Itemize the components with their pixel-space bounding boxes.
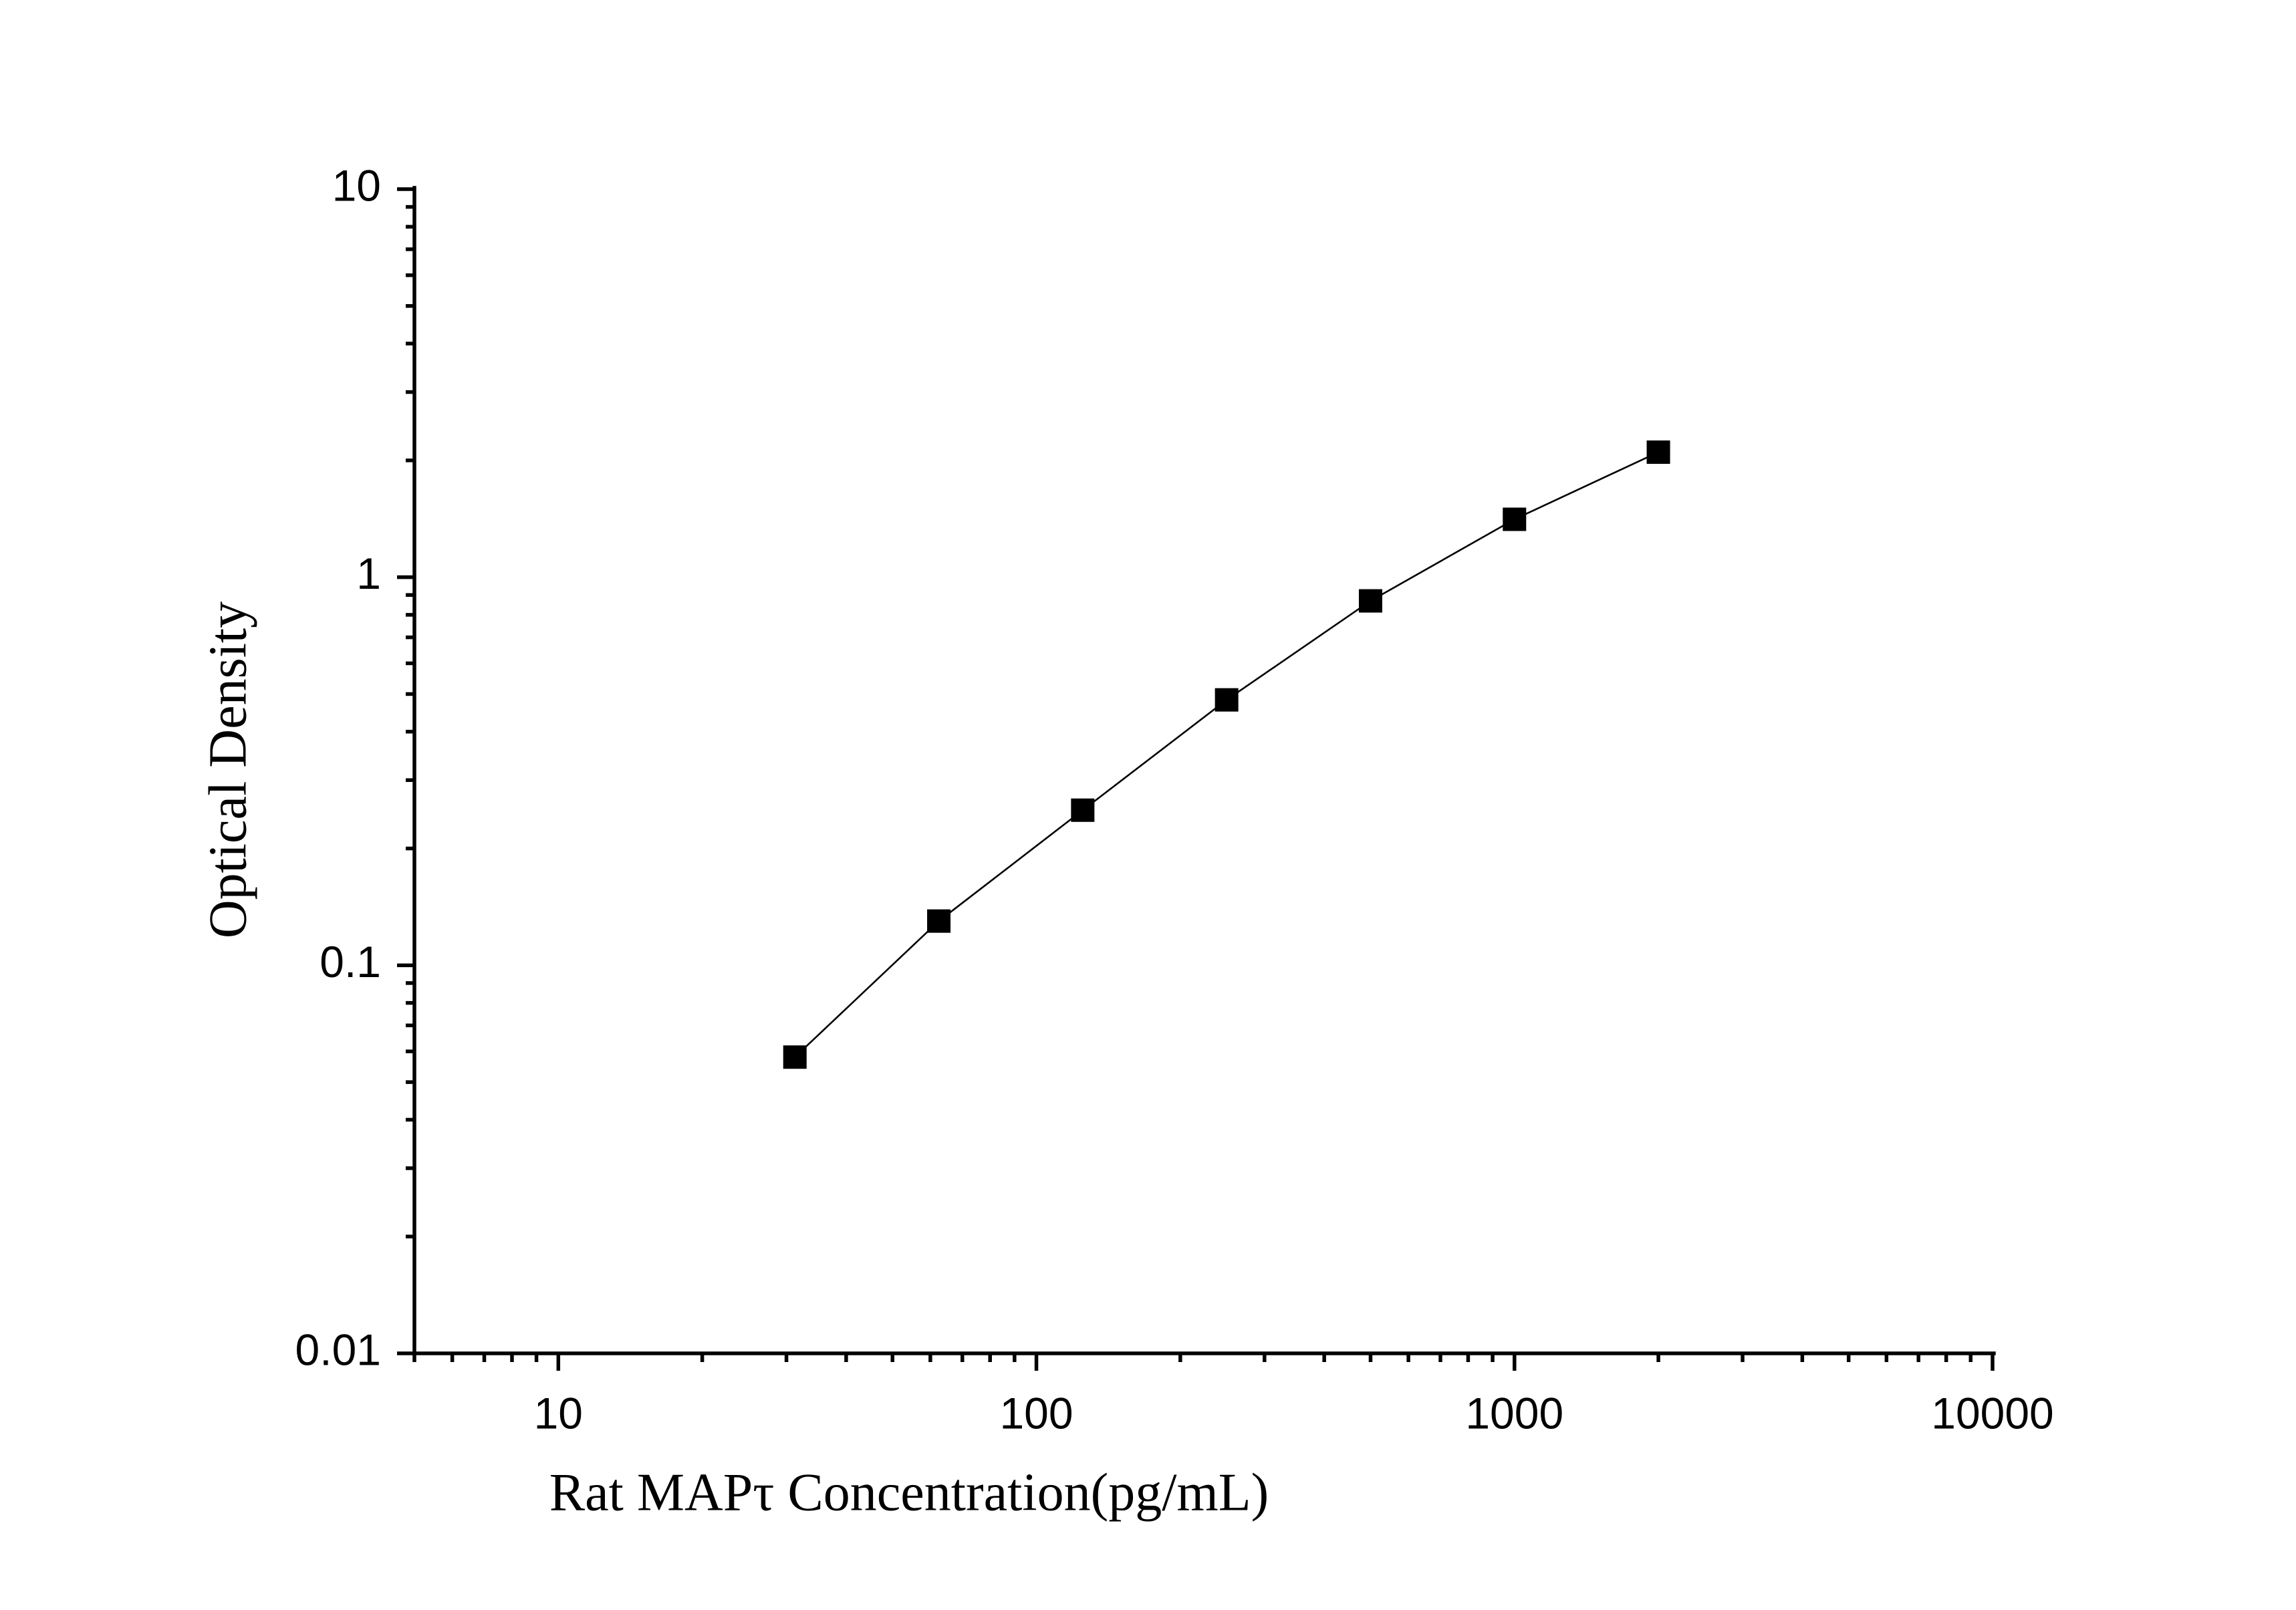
x-axis-title: Rat MAPτ Concentration(pg/mL): [549, 1463, 1269, 1522]
marker: [1358, 589, 1382, 613]
x-tick-label: 100: [999, 1388, 1073, 1438]
y-tick-label: 1: [356, 549, 381, 598]
x-tick-label: 1000: [1465, 1388, 1563, 1438]
y-tick-label: 0.01: [295, 1325, 381, 1374]
y-tick-label: 0.1: [320, 937, 381, 986]
marker: [783, 1045, 807, 1069]
axis-line: [412, 186, 1996, 1355]
marker: [1646, 440, 1670, 464]
x-tick-label: 10: [534, 1388, 583, 1438]
marker: [1215, 688, 1239, 712]
marker: [927, 909, 951, 933]
marker: [1503, 507, 1527, 531]
y-tick-label: 10: [332, 160, 381, 210]
marker: [1071, 798, 1095, 822]
x-tick-label: 10000: [1931, 1388, 2054, 1438]
y-axis-title: Optical Density: [199, 601, 257, 938]
